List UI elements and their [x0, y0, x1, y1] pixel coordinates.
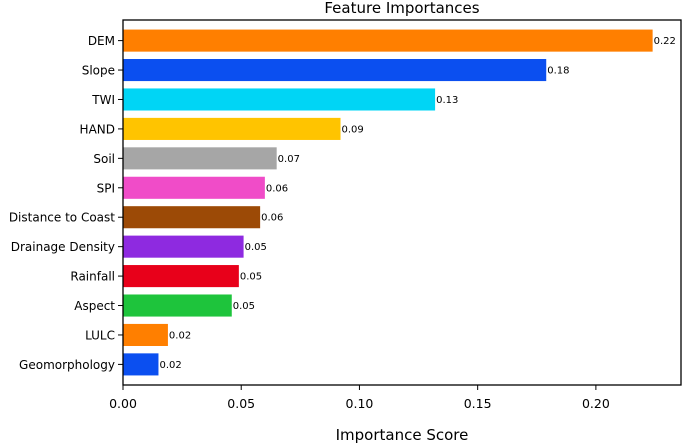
bars-layer: 0.22 0.18 0.13 0.09 0.07 0.06 0.06 0.05 0.05 0.05…	[123, 29, 676, 376]
data-label: 0.06	[266, 183, 288, 194]
plot-frame	[122, 19, 682, 386]
x-tick-label: 0.05	[227, 396, 255, 411]
bar-twi	[123, 88, 436, 111]
y-tick-label: SPI	[97, 181, 115, 195]
x-tick-label: 0.10	[346, 396, 374, 411]
bar-distance-to-coast	[123, 206, 261, 229]
data-label: 0.07	[278, 154, 300, 165]
y-tick-label: Drainage Density	[11, 240, 115, 254]
chart-title: Feature Importances	[324, 0, 479, 17]
data-label: 0.13	[436, 95, 458, 106]
y-tick-label: Rainfall	[70, 270, 115, 284]
data-label: 0.06	[261, 213, 283, 224]
data-label: 0.18	[547, 66, 569, 77]
y-tick-label: Soil	[93, 152, 115, 166]
bar-geomorphology	[123, 353, 159, 376]
x-tick-label: 0.20	[582, 396, 610, 411]
y-tick-label: Distance to Coast	[9, 211, 115, 225]
y-tick-label: TWI	[91, 93, 115, 107]
data-label: 0.22	[654, 36, 676, 47]
bar-dem	[123, 29, 653, 52]
x-axis-ticks: 0.00 0.05 0.10 0.15 0.20	[109, 385, 610, 411]
bar-hand	[123, 117, 341, 140]
bar-spi	[123, 176, 265, 199]
y-tick-label: Slope	[82, 64, 115, 78]
bar-lulc	[123, 323, 168, 346]
data-label: 0.05	[245, 242, 267, 253]
bar-soil	[123, 147, 277, 170]
data-label: 0.05	[233, 301, 255, 312]
y-tick-label: DEM	[88, 34, 115, 48]
x-tick-label: 0.00	[109, 396, 137, 411]
data-label: 0.09	[342, 124, 364, 135]
x-axis-label: Importance Score	[336, 426, 469, 444]
bar-drainage-density	[123, 235, 244, 258]
data-label: 0.02	[169, 330, 191, 341]
x-tick-label: 0.15	[464, 396, 492, 411]
data-label: 0.05	[240, 272, 262, 283]
data-label: 0.02	[159, 360, 181, 371]
y-tick-label: Aspect	[74, 299, 115, 313]
y-tick-label: Geomorphology	[19, 358, 115, 372]
y-axis-labels: DEM Slope TWI HAND Soil SPI Distance to Coast D…	[9, 34, 123, 372]
y-tick-label: HAND	[80, 122, 115, 136]
bar-slope	[123, 59, 547, 82]
y-tick-label: LULC	[85, 328, 115, 342]
bar-rainfall	[123, 265, 239, 288]
bar-aspect	[123, 294, 232, 317]
